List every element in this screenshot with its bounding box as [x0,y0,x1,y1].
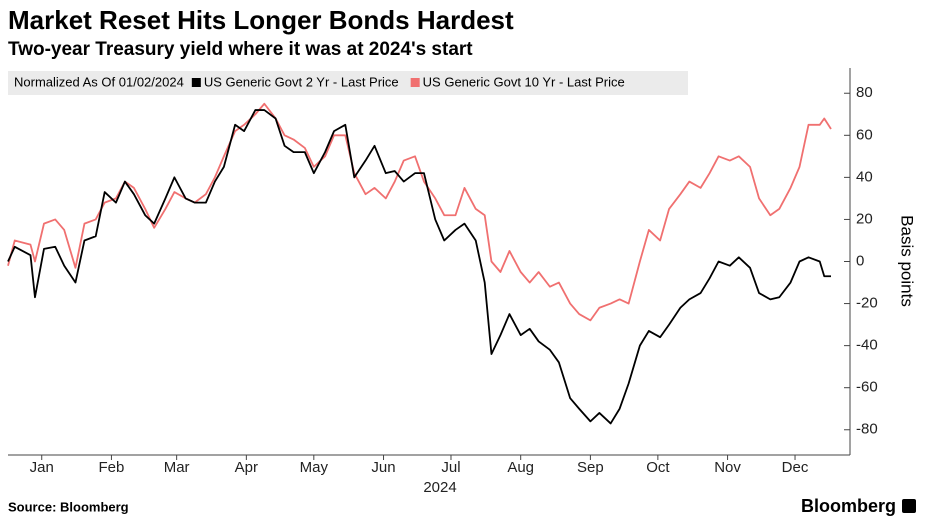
brand-logo: Bloomberg [801,496,896,516]
y-axis-label: Basis points [898,215,917,307]
series-line [7,102,832,322]
chart-title: Market Reset Hits Longer Bonds Hardest [8,5,514,35]
y-tick-label: -20 [856,295,878,312]
x-tick-label: Oct [646,459,670,476]
legend-label: US Generic Govt 10 Yr - Last Price [423,74,625,89]
brand-icon [902,499,916,513]
y-tick-label: 80 [856,84,873,101]
x-tick-label: Jul [441,459,460,476]
x-tick-label: Sep [577,459,604,476]
y-tick-label: 40 [856,168,873,185]
legend-swatch [191,78,201,87]
source: Source: Bloomberg [8,499,129,514]
legend-label: US Generic Govt 2 Yr - Last Price [204,74,399,89]
y-tick-label: -80 [856,421,878,438]
legend-box [8,71,688,95]
y-tick-label: -40 [856,337,878,354]
legend-title: Normalized As Of 01/02/2024 [14,74,184,89]
x-tick-label: Dec [782,459,809,476]
x-tick-label: Mar [164,459,190,476]
series-line [7,109,832,425]
chart-subtitle: Two-year Treasury yield where it was at … [8,39,473,60]
legend-swatch [410,78,420,87]
x-tick-label: Feb [99,459,125,476]
x-tick-label: Jun [371,459,395,476]
y-tick-label: 20 [856,210,873,227]
x-axis-label: 2024 [423,479,456,496]
y-tick-label: 0 [856,252,864,269]
x-tick-label: Nov [714,459,741,476]
x-tick-label: Jan [30,459,54,476]
x-tick-label: May [300,459,329,476]
x-tick-label: Apr [235,459,258,476]
y-tick-label: -60 [856,379,878,396]
y-tick-label: 60 [856,126,873,143]
x-tick-label: Aug [507,459,534,476]
